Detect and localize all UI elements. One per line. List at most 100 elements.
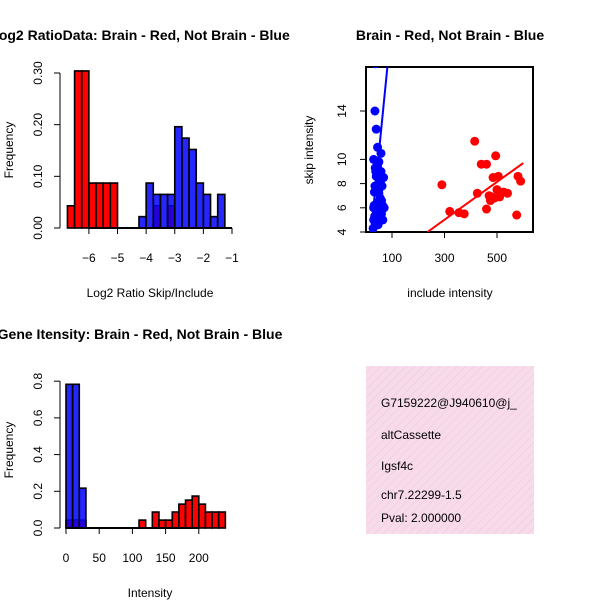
scatter-y-tick-label: 8: [335, 180, 349, 187]
intensity-histogram-x-tick-label: 150: [156, 551, 176, 565]
intensity-scatter-panel: Brain - Red, Not Brain - Blue include in…: [302, 27, 544, 300]
scatter-point-brain: [472, 188, 482, 198]
intensity-histogram-x-tick-label: 200: [189, 551, 209, 565]
scatter-point-brain: [482, 159, 491, 169]
scatter-x-tick-label: 300: [434, 251, 454, 265]
intensity-histogram-bar-brain: [191, 495, 200, 529]
scatter-y-tick-label: 6: [335, 204, 349, 211]
scatter-point-brain: [516, 176, 526, 186]
ratio-histogram-bar-brain: [109, 182, 119, 229]
scatter-x-tick-label: 100: [382, 251, 402, 265]
intensity-histogram-panel: Gene Itensity: Brain - Red, Not Brain - …: [0, 326, 283, 600]
ratio-histogram-y-tick-label: 0.10: [31, 164, 45, 188]
scatter-point-not-brain: [371, 124, 381, 134]
ratio-histogram-bar-not-brain: [188, 148, 198, 229]
location-text: chr7.22299-1.5: [381, 488, 462, 502]
scatter-axes: 100 300 500 4 6 8 10 14: [335, 104, 507, 265]
intensity-histogram-y-tick-label: 0.0: [31, 519, 45, 536]
intensity-histogram-bar-brain: [171, 511, 180, 529]
ratio-histogram-bar-brain: [88, 182, 97, 229]
scatter-point-brain: [459, 209, 469, 219]
ratio-histogram-bar-not-brain: [145, 182, 155, 229]
intensity-histogram-bar-brain: [211, 511, 220, 529]
scatter-point-not-brain: [378, 200, 388, 210]
ratio-histogram-xlabel: Log2 Ratio Skip/Include: [87, 286, 214, 300]
intensity-histogram-xlabel: Intensity: [128, 586, 173, 600]
scatter-point-brain: [445, 206, 455, 216]
ratio-histogram-bar-not-brain: [173, 125, 183, 229]
intensity-histogram-title: Gene Itensity: Brain - Red, Not Brain - …: [0, 326, 283, 342]
ratio-histogram-bar-not-brain: [181, 137, 190, 229]
pval-text: Pval: 2.000000: [381, 511, 461, 525]
intensity-histogram-bar-brain: [184, 499, 193, 529]
scatter-point-not-brain: [376, 148, 386, 158]
ratio-histogram-bar-not-brain: [138, 215, 147, 229]
intensity-histogram-x-tick-label: 100: [122, 551, 142, 565]
ratio-histogram-bar-brain: [66, 204, 76, 229]
info-panel-background: [366, 366, 534, 534]
ratio-histogram-bar-not-brain: [209, 215, 219, 229]
scatter-point-not-brain: [371, 171, 381, 181]
ratio-histogram-bar-brain: [102, 182, 112, 229]
scatter-point-not-brain: [372, 67, 379, 69]
scatter-fit-lines: [370, 67, 524, 232]
scatter-title: Brain - Red, Not Brain - Blue: [356, 27, 544, 43]
ratio-histogram-bar-not-brain: [202, 193, 212, 229]
intensity-histogram-ylabel: Frequency: [2, 422, 16, 479]
scatter-y-tick-label: 4: [335, 228, 349, 235]
event-id-text: G7159222@J940610@j_: [381, 396, 517, 410]
scatter-point-not-brain: [375, 179, 385, 189]
ratio-histogram-bar-not-brain: [166, 193, 176, 229]
scatter-y-tick-label: 14: [335, 104, 349, 118]
scatter-fit-line-brain: [426, 162, 524, 232]
ratio-histogram-bar-brain: [95, 182, 105, 229]
intensity-histogram-y-tick-label: 0.2: [31, 483, 45, 500]
ratio-histogram-ylabel: Frequency: [2, 122, 16, 179]
scatter-point-not-brain: [374, 157, 384, 167]
ratio-histogram-bars: [66, 70, 226, 229]
intensity-histogram-axes: 0 50 100 150 200 0.0 0.2 0.4 0.6 0.8: [31, 373, 209, 565]
ratio-histogram-title: Log2 RatioData: Brain - Red, Not Brain -…: [0, 27, 290, 43]
ratio-histogram-y-tick-label: 0.30: [31, 61, 45, 85]
ratio-histogram-y-tick-label: 0.00: [31, 216, 45, 240]
scatter-point-not-brain: [372, 57, 381, 66]
scatter-point-not-brain: [370, 211, 380, 221]
ratio-histogram-y-tick-label: 0.20: [31, 113, 45, 137]
event-type-text: altCassette: [381, 428, 441, 442]
scatter-point-brain: [493, 171, 503, 181]
intensity-histogram-bar-brain: [151, 511, 160, 529]
ratio-histogram-x-tick-label: −5: [111, 251, 125, 265]
ratio-histogram-x-tick-label: −4: [139, 251, 153, 265]
scatter-y-tick-label: 10: [335, 152, 349, 166]
ratio-histogram-x-tick-label: −3: [168, 251, 182, 265]
ratio-histogram-bar-brain: [80, 70, 90, 229]
intensity-histogram-bar-not-brain: [78, 487, 87, 529]
scatter-points: [368, 57, 526, 232]
intensity-histogram-bar-brain: [217, 511, 227, 529]
ratio-histogram-x-tick-label: −2: [197, 251, 211, 265]
scatter-xlabel: include intensity: [407, 286, 492, 300]
ratio-histogram-bar-not-brain: [216, 193, 226, 229]
scatter-x-tick-label: 500: [487, 251, 507, 265]
intensity-histogram-bar-not-brain: [71, 383, 81, 529]
scatter-point-brain: [503, 188, 512, 198]
ratio-histogram-bar-not-brain: [152, 193, 162, 229]
ratio-histogram-x-tick-label: −1: [225, 251, 239, 265]
intensity-histogram-bar-brain: [198, 503, 207, 529]
intensity-histogram-bar-brain: [138, 519, 147, 529]
scatter-point-brain: [437, 180, 447, 190]
scatter-ylabel: skip intensity: [302, 116, 316, 185]
intensity-histogram-bar-brain: [178, 503, 187, 529]
event-info-panel: G7159222@J940610@j_ altCassette Igsf4c c…: [366, 366, 534, 534]
gene-name-text: Igsf4c: [381, 459, 413, 473]
ratio-histogram-bar-not-brain: [195, 182, 205, 229]
intensity-histogram-x-tick-label: 50: [93, 551, 107, 565]
intensity-histogram-bar-brain: [204, 511, 213, 529]
intensity-histogram-bar-brain: [158, 519, 167, 529]
scatter-point-not-brain: [370, 106, 380, 116]
intensity-histogram-bar-not-brain: [65, 383, 74, 529]
scatter-point-brain: [470, 136, 480, 146]
scatter-point-not-brain: [373, 220, 383, 230]
scatter-point-brain: [482, 204, 491, 214]
